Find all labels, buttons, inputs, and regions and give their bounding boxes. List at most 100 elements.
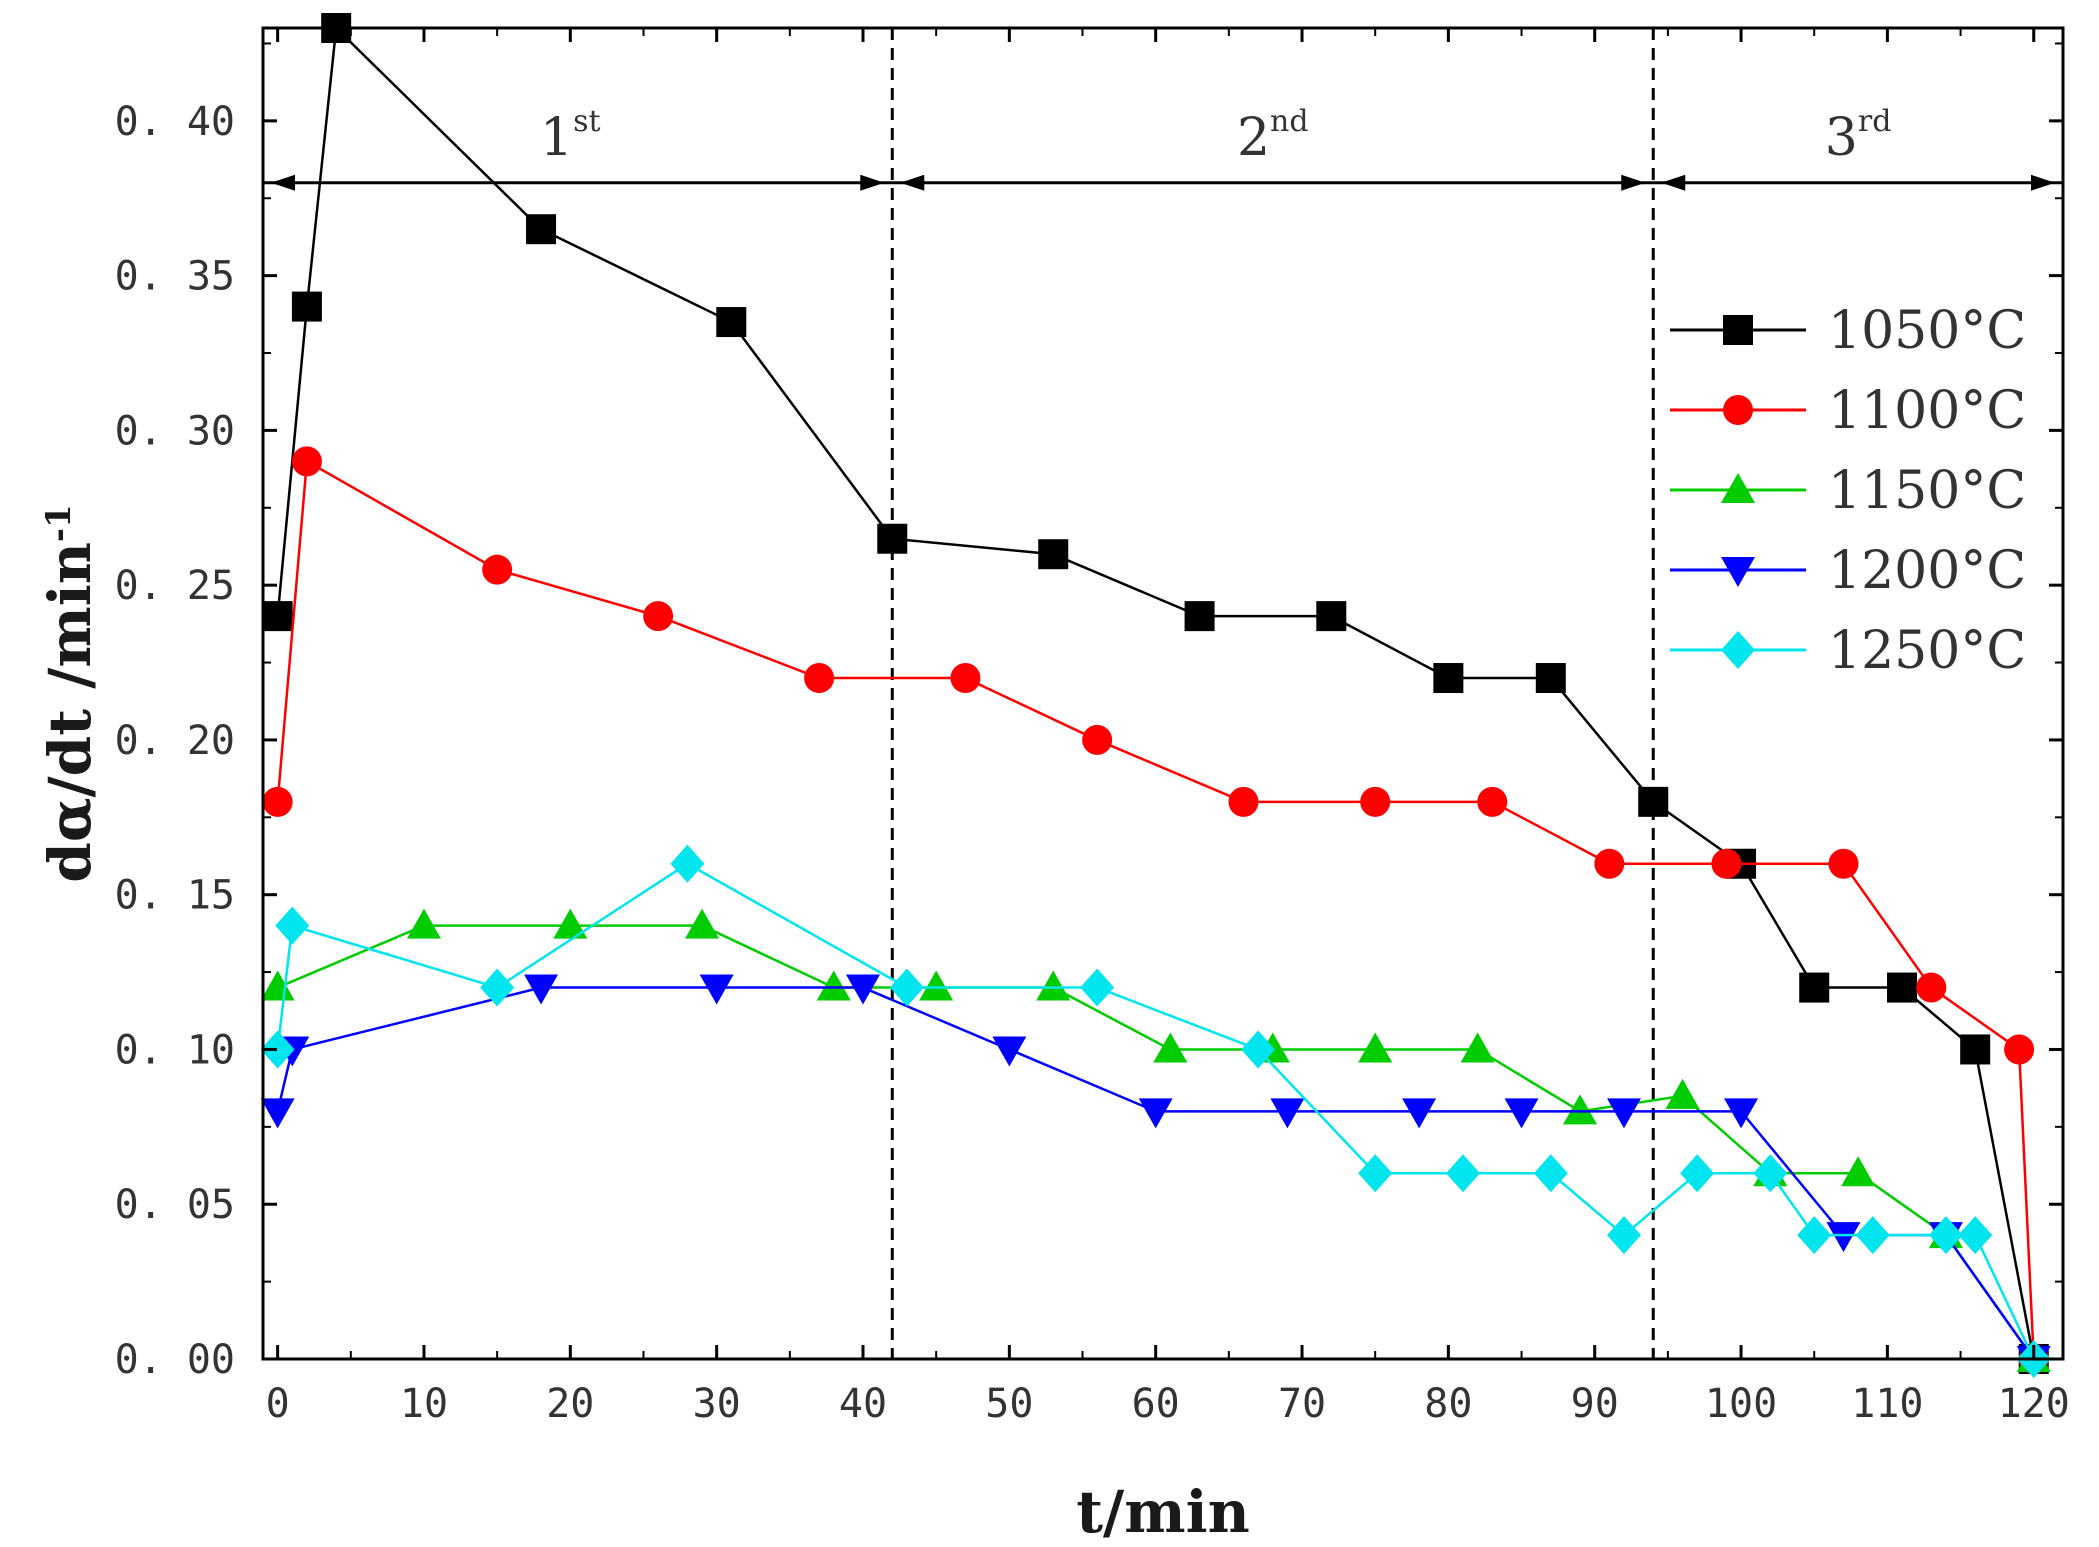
data-point	[1504, 1098, 1539, 1129]
y-tick-label: 0. 35	[115, 254, 235, 300]
x-tick-label: 30	[693, 1381, 741, 1427]
data-point	[262, 601, 293, 632]
stage-arrow-head-left	[900, 174, 925, 191]
data-point	[1535, 663, 1566, 694]
data-point	[816, 970, 851, 1001]
data-point	[406, 908, 441, 939]
stage-boundary-lines	[890, 28, 1655, 1359]
data-point	[1228, 786, 1259, 817]
data-point	[2004, 1034, 2035, 1065]
x-tick-label: 60	[1132, 1381, 1180, 1427]
data-point	[262, 786, 293, 817]
data-point	[1799, 972, 1830, 1003]
data-point	[1402, 1098, 1437, 1129]
data-point	[1638, 786, 1669, 817]
data-point	[291, 446, 322, 477]
stage-label-suffix: rd	[1858, 104, 1892, 139]
x-tick-label: 120	[1998, 1381, 2070, 1427]
stage-label-suffix: nd	[1270, 104, 1309, 139]
data-point	[1960, 1034, 1991, 1065]
data-point	[889, 968, 924, 1007]
data-point	[716, 307, 747, 338]
data-point	[919, 970, 954, 1001]
legend-marker	[1723, 315, 1753, 345]
data-point	[260, 1030, 295, 1069]
x-tick-label: 40	[839, 1381, 887, 1427]
data-point	[1958, 1216, 1993, 1255]
legend-marker	[1721, 631, 1755, 669]
data-point	[1433, 663, 1464, 694]
data-point	[1153, 1032, 1188, 1063]
y-tick-label: 0. 00	[115, 1337, 235, 1383]
x-tick-label: 90	[1571, 1381, 1619, 1427]
x-axis-ticks: 0 10 20 30 40 50 60 70 80 90 100 110 120	[266, 28, 2070, 1427]
x-tick-label: 100	[1705, 1381, 1777, 1427]
data-point	[480, 968, 515, 1007]
data-point	[992, 1036, 1027, 1067]
stage-label: 2nd	[1237, 104, 1309, 168]
data-point	[1184, 601, 1215, 632]
x-tick-label: 80	[1424, 1381, 1472, 1427]
data-point	[804, 663, 835, 694]
legend-label: 1100°C	[1828, 381, 2026, 441]
y-tick-label: 0. 30	[115, 408, 235, 454]
data-point	[1711, 848, 1742, 879]
y-axis-title-exponent: -1	[39, 504, 79, 542]
series-line	[276, 459, 2035, 1360]
x-tick-label: 10	[400, 1381, 448, 1427]
data-point	[1460, 1032, 1495, 1063]
x-axis-title: t/min	[1076, 1478, 1250, 1546]
data-point	[526, 214, 557, 245]
stage-arrow-head-right	[860, 174, 885, 191]
data-point	[1606, 1098, 1641, 1129]
data-point	[846, 974, 880, 1005]
y-tick-label: 0. 25	[115, 563, 235, 609]
legend: 1050°C 1100°C 1150°C 1200°C 1250°C	[1670, 301, 2026, 681]
data-point	[1828, 848, 1859, 879]
data-point	[260, 970, 295, 1001]
x-tick-label: 0	[266, 1381, 290, 1427]
legend-label: 1200°C	[1828, 541, 2026, 601]
data-point	[1241, 1030, 1276, 1069]
data-point	[1036, 970, 1071, 1001]
data-point	[524, 974, 559, 1005]
data-point	[1855, 1216, 1890, 1255]
data-point	[1358, 1032, 1393, 1063]
y-tick-label: 0. 10	[115, 1027, 235, 1073]
data-point	[1753, 1154, 1788, 1193]
data-point	[950, 663, 981, 694]
data-point	[643, 601, 674, 632]
data-point	[1138, 1098, 1173, 1129]
legend-label: 1250°C	[1828, 621, 2026, 681]
legend-marker	[1721, 473, 1755, 503]
data-point	[877, 523, 908, 554]
stage-arrow-head-right	[1621, 174, 1646, 191]
legend-label: 1150°C	[1828, 461, 2026, 521]
data-point	[670, 844, 705, 883]
stage-arrows	[263, 174, 2063, 191]
data-point	[685, 908, 720, 939]
data-point	[1797, 1216, 1832, 1255]
data-point	[1680, 1154, 1715, 1193]
legend-label: 1050°C	[1828, 301, 2026, 361]
data-point	[1082, 724, 1113, 755]
stage-label: 1st	[540, 104, 601, 168]
data-point	[699, 974, 734, 1005]
data-point	[1270, 1098, 1305, 1129]
data-point	[1887, 972, 1918, 1003]
stage-label-number: 3	[1825, 108, 1858, 168]
x-tick-label: 50	[985, 1381, 1033, 1427]
data-point	[291, 291, 322, 322]
data-point	[1038, 539, 1069, 570]
y-tick-label: 0. 40	[115, 99, 235, 145]
data-point	[260, 1098, 295, 1129]
data-series	[260, 13, 2051, 1378]
data-point	[1080, 968, 1115, 1007]
stage-label-number: 2	[1237, 108, 1270, 168]
stage-arrow-head-right	[2031, 174, 2055, 191]
data-point	[1594, 848, 1625, 879]
y-axis-title-main: dα/dt /min	[36, 542, 104, 883]
data-point	[553, 908, 588, 939]
y-axis-title: dα/dt /min-1	[36, 504, 104, 882]
x-tick-label: 110	[1851, 1381, 1923, 1427]
